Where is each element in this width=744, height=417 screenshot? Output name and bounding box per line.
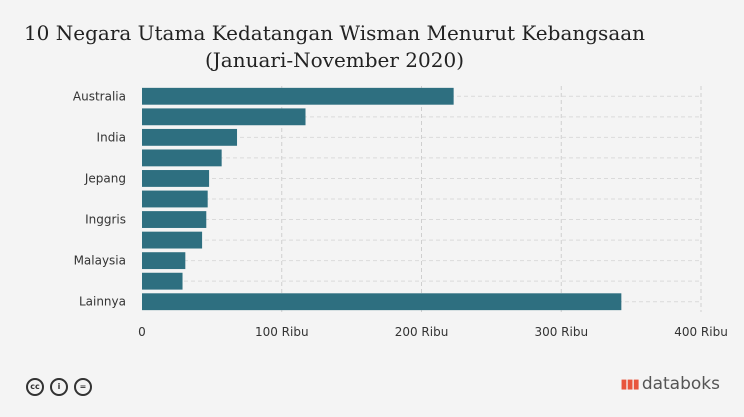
y-category-label: Australia	[73, 89, 126, 103]
bar[interactable]	[142, 149, 222, 167]
bar[interactable]	[142, 272, 183, 290]
cc-icon: cc	[26, 378, 44, 396]
bar[interactable]	[142, 252, 186, 270]
y-category-label: Lainnya	[79, 295, 126, 309]
chart-title-line1: 10 Negara Utama Kedatangan Wisman Menuru…	[23, 21, 646, 45]
brand-mark-icon: ▮▮▮	[620, 376, 639, 392]
y-category-label: India	[97, 130, 126, 144]
x-tick-label: 200 Ribu	[395, 325, 449, 339]
x-tick-label: 0	[138, 325, 146, 339]
x-tick-label: 100 Ribu	[255, 325, 309, 339]
bar[interactable]	[142, 231, 203, 249]
y-category-label: Malaysia	[74, 254, 126, 268]
chart-title: 10 Negara Utama Kedatangan Wisman Menuru…	[0, 20, 669, 74]
nd-icon: =	[74, 378, 92, 396]
by-icon: i	[50, 378, 68, 396]
bar[interactable]	[142, 211, 207, 228]
bar[interactable]	[142, 170, 210, 187]
brand-logo: ▮▮▮ databoks	[620, 374, 720, 394]
bar[interactable]	[142, 108, 306, 126]
y-category-label: Jepang	[84, 171, 126, 185]
bar[interactable]	[142, 293, 622, 311]
bar[interactable]	[142, 190, 208, 208]
brand-name: databoks	[641, 374, 720, 394]
x-tick-label: 400 Ribu	[674, 325, 728, 339]
bar[interactable]	[142, 128, 238, 146]
license-icons: cc i =	[26, 378, 92, 396]
chart-title-line2: (Januari-November 2020)	[204, 48, 465, 72]
x-tick-label: 300 Ribu	[534, 325, 588, 339]
bar[interactable]	[142, 87, 454, 105]
y-category-label: Inggris	[85, 213, 126, 227]
